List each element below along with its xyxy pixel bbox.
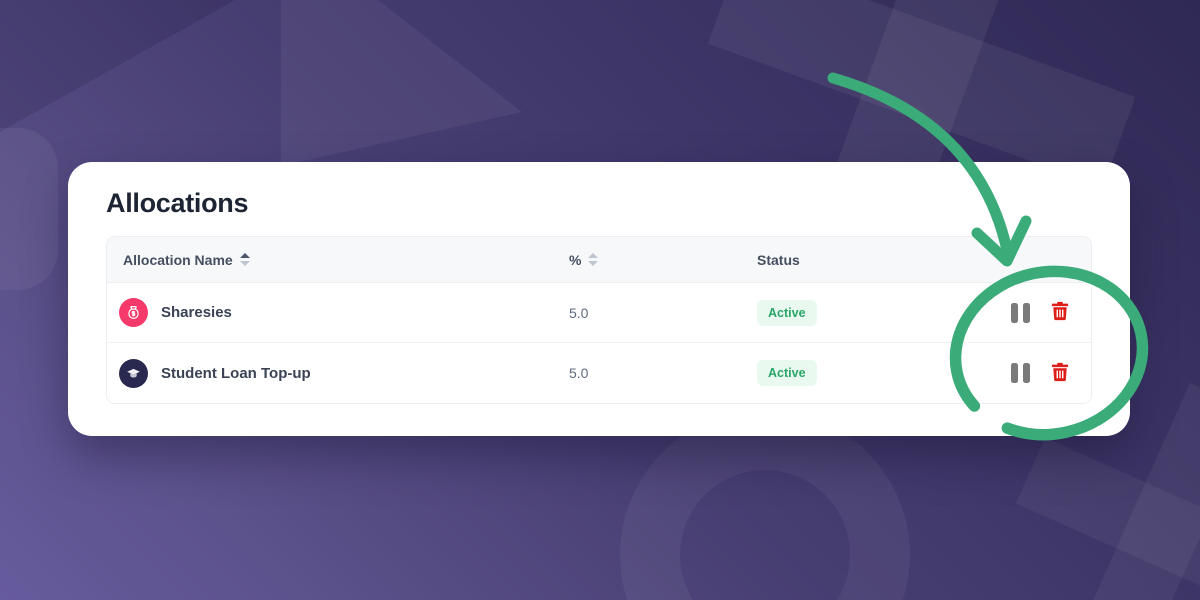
triangle-shape (281, 0, 522, 166)
status-badge: Active (757, 299, 817, 326)
rounded-square-shape (0, 128, 58, 290)
delete-button[interactable] (1051, 301, 1069, 324)
allocation-percent: 5.0 (569, 304, 589, 321)
page-title: Allocations (106, 188, 249, 218)
trash-icon (1051, 301, 1069, 324)
allocation-name: Sharesies (161, 304, 232, 321)
column-label: Allocation Name (123, 251, 233, 268)
table-row: Student Loan Top-up 5.0 Active (107, 343, 1091, 403)
money-bag-icon (119, 298, 148, 327)
ring-shape (620, 410, 910, 600)
column-header-percent[interactable]: % (569, 252, 757, 268)
allocation-name: Student Loan Top-up (161, 364, 311, 382)
status-badge: Active (757, 360, 817, 386)
pause-button[interactable] (1011, 363, 1030, 383)
column-label: % (569, 251, 582, 268)
allocations-table: Allocation Name % Status (106, 236, 1092, 404)
table-header-row: Allocation Name % Status (107, 237, 1091, 283)
table-row: Sharesies 5.0 Active (107, 283, 1091, 343)
column-label: Status (757, 251, 800, 268)
pause-icon (1011, 363, 1030, 383)
sort-ascending-icon (239, 253, 250, 266)
allocations-card: Allocations Allocation Name % Status (68, 162, 1130, 436)
pause-icon (1011, 302, 1030, 323)
trash-icon (1051, 362, 1069, 385)
column-header-allocation-name[interactable]: Allocation Name (107, 252, 569, 268)
column-header-status: Status (757, 252, 949, 268)
allocation-percent: 5.0 (569, 365, 589, 381)
delete-button[interactable] (1051, 362, 1069, 385)
sort-icon (588, 253, 599, 266)
pause-button[interactable] (1011, 302, 1030, 323)
graduation-cap-icon (119, 358, 148, 388)
corner-shade-shape (0, 0, 235, 132)
